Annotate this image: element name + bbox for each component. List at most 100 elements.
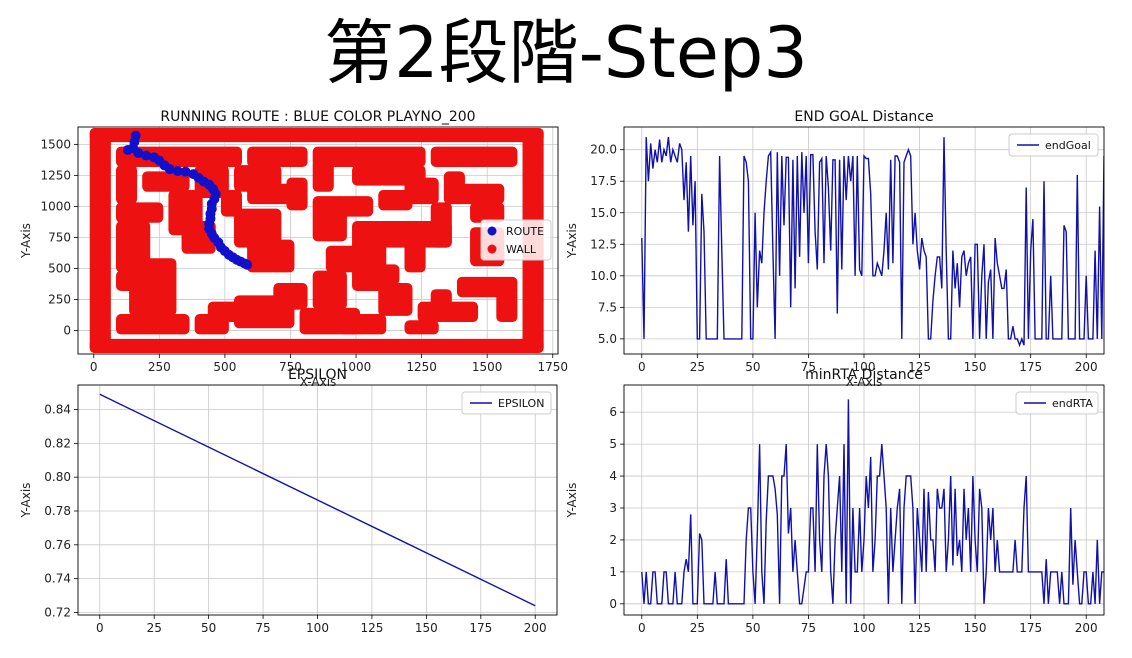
y-tick-label: 0: [63, 323, 71, 337]
wall-block: [378, 264, 400, 285]
wall-block: [496, 289, 518, 323]
chart-title: minRTA Distance: [805, 367, 923, 383]
x-tick-label: 1750: [537, 360, 568, 374]
wall-block: [89, 338, 544, 354]
x-tick-label: 75: [801, 621, 816, 635]
x-tick-label: 100: [853, 360, 876, 374]
x-axis-label: X-Axis: [300, 375, 337, 389]
wall-block: [352, 220, 387, 292]
y-tick-label: 20.0: [590, 143, 617, 157]
x-tick-label: 50: [745, 621, 760, 635]
chart-panel-3: 0 25 50 75 100 125 150 175 200 0.72 0.74 0.76 0.78 0.…: [19, 367, 558, 635]
slide-title: 第2段階-Step3: [324, 12, 808, 94]
wall-block: [89, 127, 111, 354]
y-tick-label: 0.78: [44, 504, 71, 518]
y-tick-label: 15.0: [590, 206, 617, 220]
y-tick-label: 500: [48, 261, 71, 275]
chart-title: EPSILON: [288, 367, 347, 383]
wall-block: [115, 202, 164, 223]
x-tick-label: 200: [1075, 621, 1098, 635]
wall-block: [352, 165, 387, 186]
legend-label: EPSILON: [498, 397, 544, 410]
y-axis-label: Y-Axis: [19, 223, 33, 259]
series-line: [99, 393, 536, 607]
y-tick-label: 2: [609, 533, 617, 547]
x-tick-label: 0: [638, 621, 646, 635]
chart-panel-2: 0 25 50 75 100 125 150 175 200 5.0 7.5 10.0 12.5 15.0…: [565, 109, 1105, 389]
y-tick-label: 1250: [40, 168, 71, 182]
legend-box: [1015, 391, 1099, 415]
plot-frame: [77, 126, 559, 355]
x-tick-label: 500: [213, 360, 236, 374]
x-tick-label: 0: [638, 360, 646, 374]
wall-block: [312, 158, 334, 192]
y-tick-label: 0.84: [44, 403, 71, 417]
wall-block: [207, 301, 242, 323]
plot-frame: [77, 384, 558, 616]
y-tick-label: 1: [609, 565, 617, 579]
wall-block: [312, 196, 347, 242]
wall-block: [338, 314, 387, 335]
x-tick-label: 125: [908, 360, 931, 374]
y-tick-label: 250: [48, 292, 71, 306]
y-tick-label: 750: [48, 230, 71, 244]
x-tick-label: 175: [1019, 360, 1042, 374]
wall-block: [142, 171, 190, 192]
x-tick-label: 25: [147, 621, 162, 635]
legend-label: endGoal: [1045, 139, 1091, 152]
x-tick-label: 750: [279, 360, 302, 374]
wall-block: [234, 208, 282, 248]
x-tick-label: 150: [964, 621, 987, 635]
x-tick-label: 25: [690, 360, 705, 374]
route-point: [164, 164, 175, 175]
y-tick-label: 0.82: [44, 436, 71, 450]
y-tick-label: 12.5: [590, 237, 617, 251]
x-tick-label: 50: [745, 360, 760, 374]
plot-area: [641, 399, 1104, 605]
y-tick-label: 3: [609, 501, 617, 515]
y-tick-label: 0.80: [44, 470, 71, 484]
x-tick-label: 75: [801, 360, 816, 374]
x-tick-label: 50: [201, 621, 216, 635]
chart-title: RUNNING ROUTE : BLUE COLOR PLAYNO_200: [160, 109, 475, 125]
wall-block: [312, 270, 347, 310]
legend-wall-label: WALL: [506, 243, 537, 256]
route-point: [133, 148, 144, 159]
legend-box: [480, 219, 552, 261]
wall-block: [247, 239, 295, 273]
x-tick-label: 100: [853, 621, 876, 635]
x-tick-label: 1000: [341, 360, 372, 374]
x-tick-label: 200: [524, 621, 547, 635]
y-tick-label: 7.5: [598, 300, 617, 314]
route-point: [242, 259, 253, 270]
x-tick-label: 100: [306, 621, 329, 635]
y-tick-label: 0.72: [44, 605, 71, 619]
series-line: [641, 137, 1104, 348]
plot-area: [89, 127, 544, 354]
wall-block: [115, 314, 190, 335]
legend-box: [461, 391, 552, 415]
wall-block: [404, 239, 426, 273]
x-tick-label: 75: [255, 621, 270, 635]
plot-frame: [623, 126, 1105, 355]
x-tick-label: 125: [360, 621, 383, 635]
y-tick-label: 0.76: [44, 538, 71, 552]
y-tick-label: 0.74: [44, 572, 71, 586]
x-tick-label: 1500: [472, 360, 503, 374]
wall-block: [247, 146, 308, 167]
x-tick-label: 25: [690, 621, 705, 635]
wall-block: [378, 189, 413, 211]
legend-wall-marker: [487, 244, 497, 254]
y-axis-label: Y-Axis: [19, 483, 33, 519]
y-tick-label: 17.5: [590, 174, 617, 188]
x-tick-label: 175: [1019, 621, 1042, 635]
y-tick-label: 6: [609, 405, 617, 419]
legend-route-label: ROUTE: [506, 225, 544, 238]
plot-area: [641, 137, 1104, 348]
y-axis-label: Y-Axis: [565, 483, 579, 519]
x-tick-label: 150: [964, 360, 987, 374]
wall-block: [115, 165, 138, 205]
wall-block: [129, 258, 177, 316]
wall-block: [430, 289, 452, 310]
